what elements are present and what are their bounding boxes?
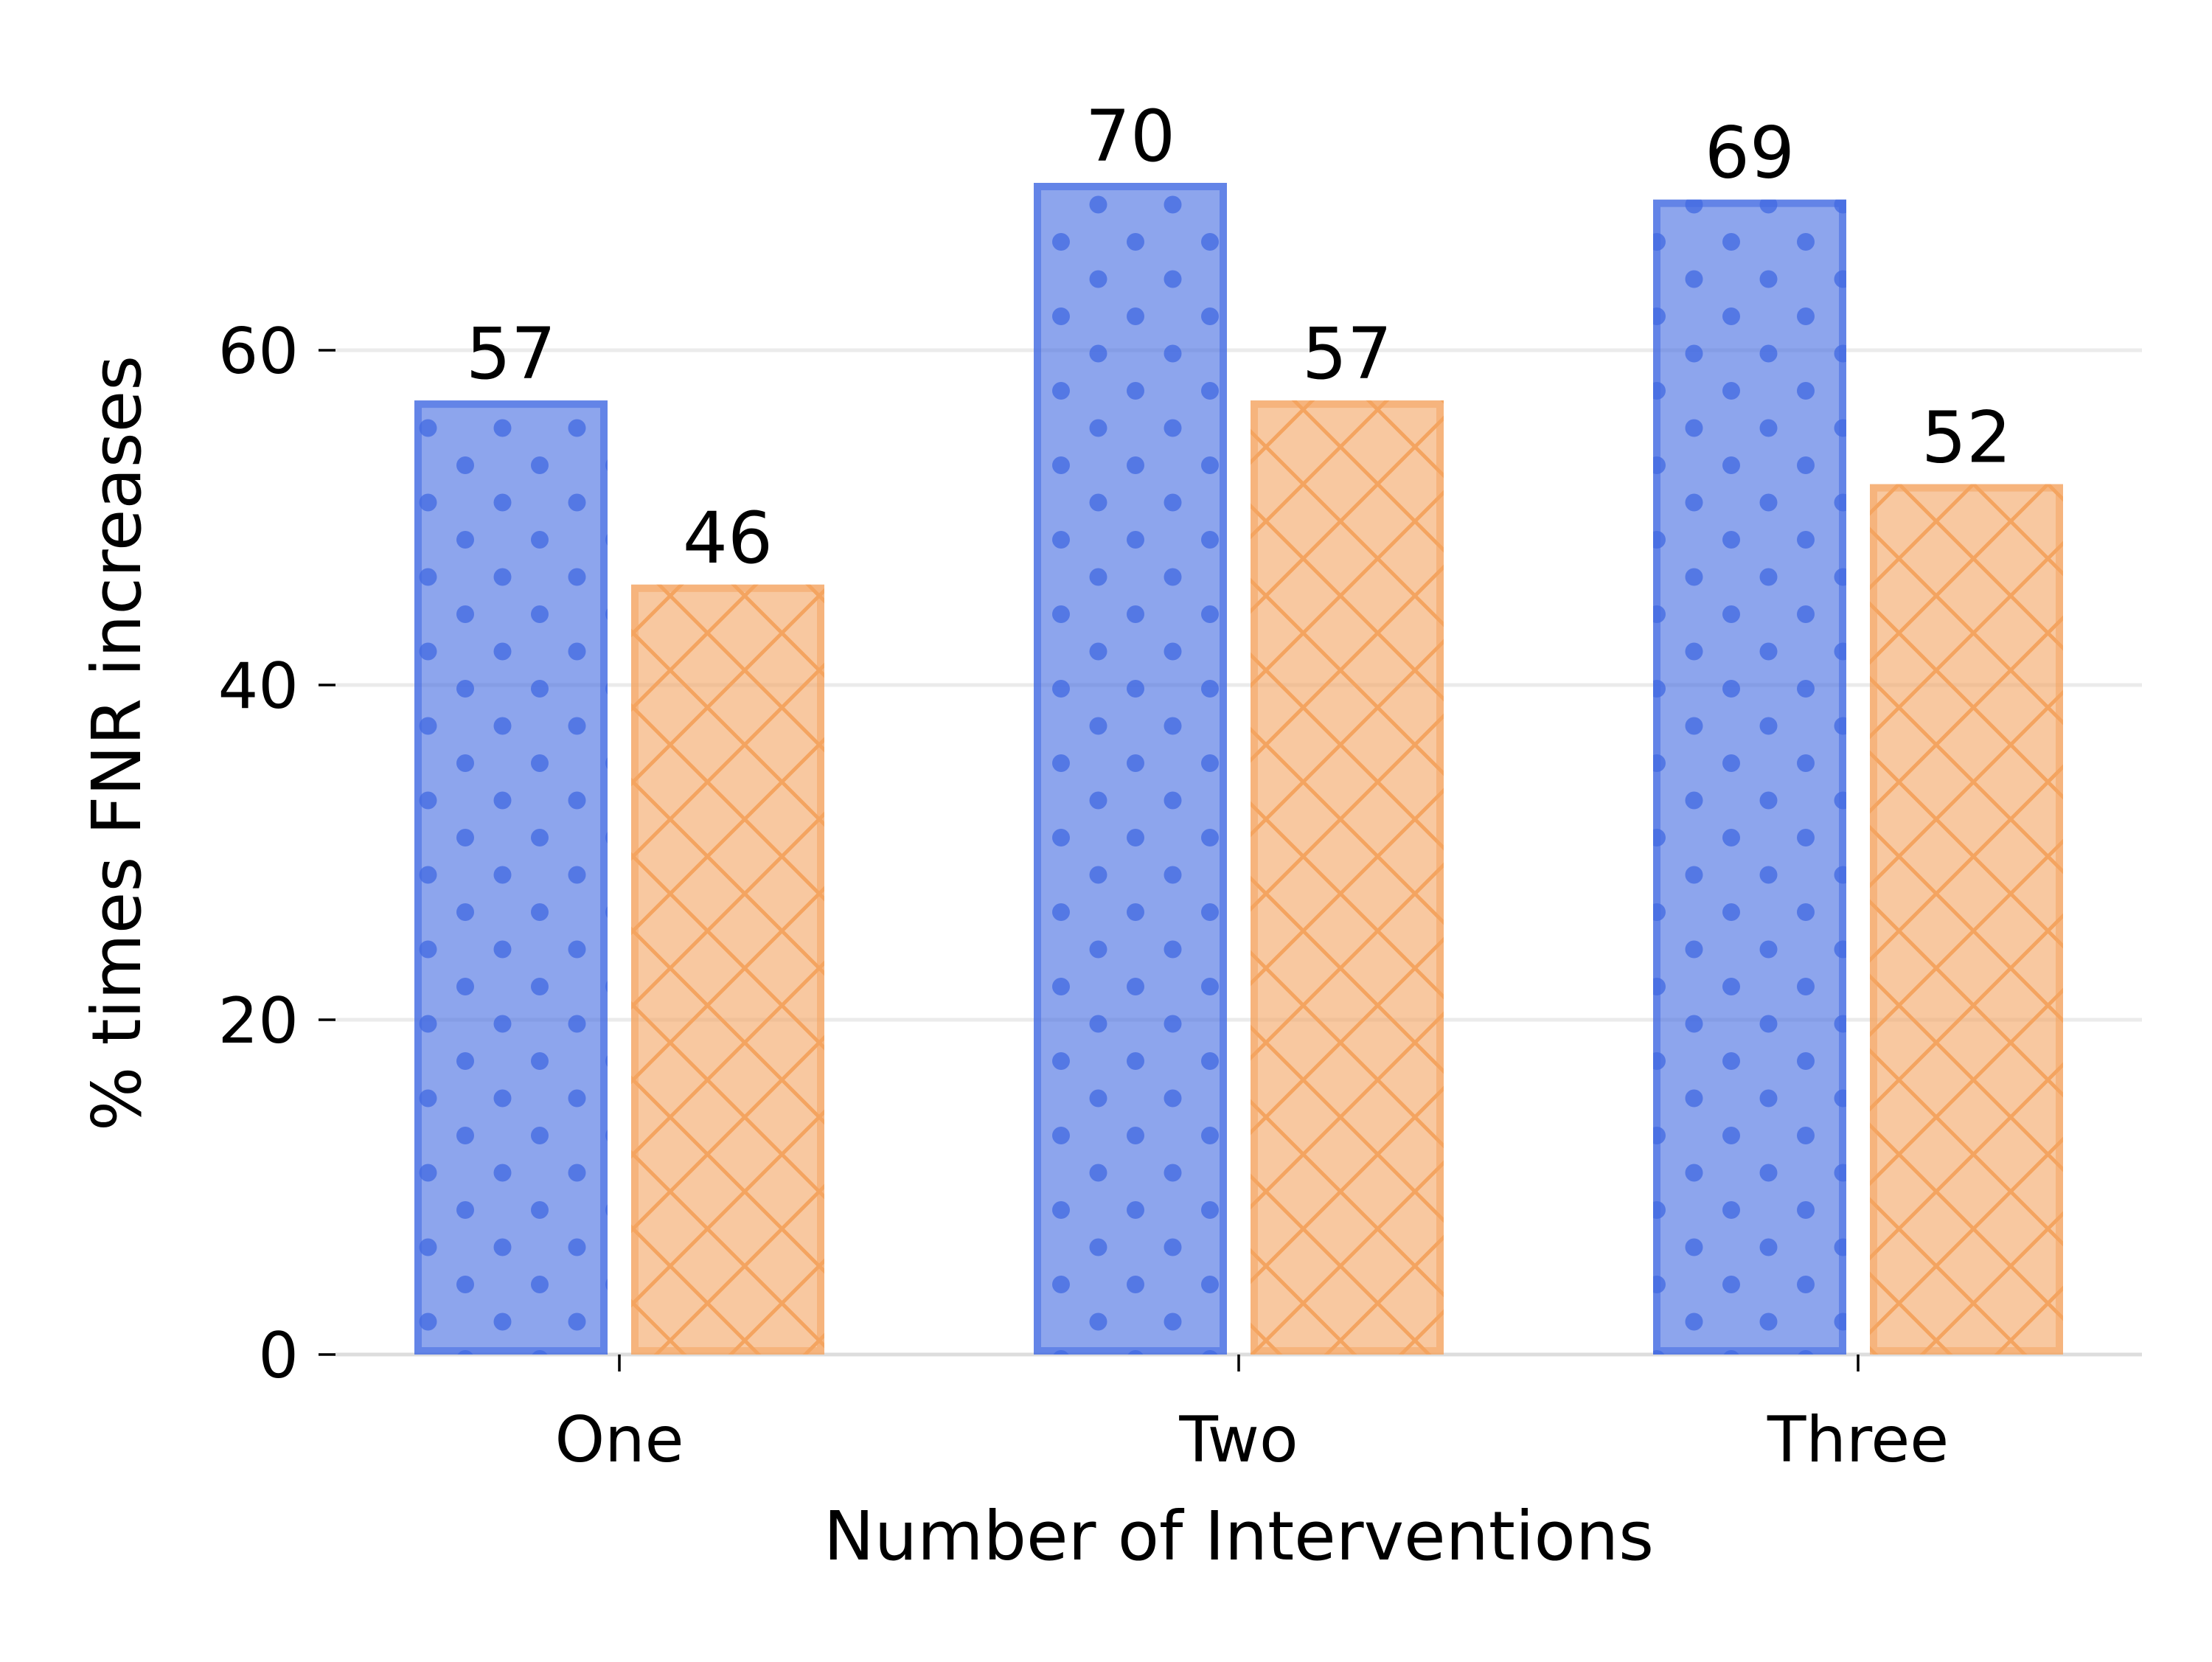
data-label: 52 <box>1921 397 2011 479</box>
bar-group <box>1034 183 1227 1355</box>
bars <box>414 183 2063 1355</box>
y-tick-label: 20 <box>218 984 299 1058</box>
bar-outline <box>1034 183 1227 1355</box>
data-label: 69 <box>1705 112 1795 195</box>
data-labels: 57 70 69 46 57 52 <box>466 95 2011 580</box>
bar-pattern <box>1653 199 1846 1355</box>
x-tick-label: Two <box>1178 1403 1298 1477</box>
x-axis-label: Number of Interventions <box>824 1497 1654 1576</box>
bar-group <box>1251 400 1444 1355</box>
bar-outline <box>1251 400 1444 1355</box>
bar-outline <box>631 584 824 1355</box>
bar-group <box>1653 199 1846 1355</box>
bar-pattern <box>1251 400 1444 1355</box>
bar-pattern <box>414 400 608 1355</box>
y-tick-label: 40 <box>218 650 299 723</box>
y-tick-label: 60 <box>218 315 299 389</box>
data-label: 57 <box>1302 313 1392 395</box>
y-axis-label: % times FNR increases <box>77 355 156 1131</box>
data-label: 46 <box>683 497 773 580</box>
ticks: 0 20 40 60 One Two Three <box>218 315 1950 1477</box>
bar-group <box>414 400 608 1355</box>
bar-pattern <box>1034 183 1227 1355</box>
x-tick-label: One <box>554 1403 684 1477</box>
bar-pattern <box>631 584 824 1355</box>
bar-group <box>631 584 824 1355</box>
data-label: 70 <box>1085 95 1175 178</box>
bar-outline <box>1653 199 1846 1355</box>
x-tick-label: Three <box>1767 1403 1949 1477</box>
data-label: 57 <box>466 313 556 395</box>
bar-outline <box>414 400 608 1355</box>
bar-pattern <box>1870 484 2063 1355</box>
y-tick-label: 0 <box>258 1319 299 1393</box>
bar-group <box>1870 484 2063 1355</box>
bar-outline <box>1870 484 2063 1355</box>
